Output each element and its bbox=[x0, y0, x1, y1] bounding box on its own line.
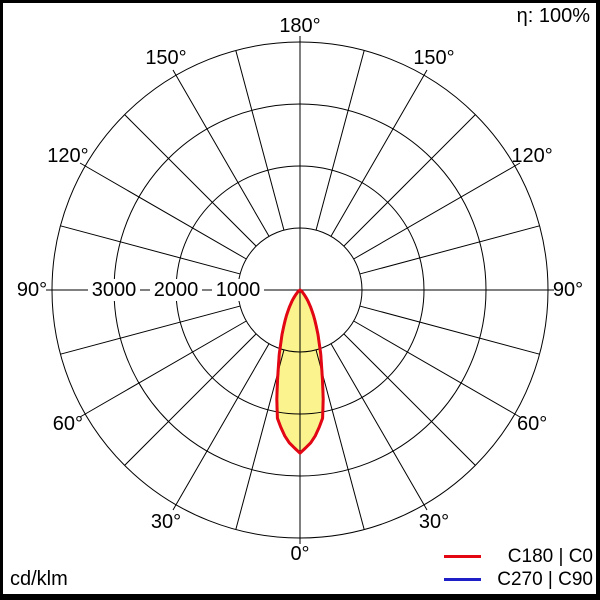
radial-line bbox=[343, 114, 476, 247]
angle-tick bbox=[423, 504, 428, 511]
radial-label: 1000 bbox=[216, 279, 261, 301]
radial-line bbox=[175, 74, 270, 237]
angle-tick bbox=[79, 413, 86, 418]
angle-label: 60° bbox=[517, 413, 547, 435]
angle-label: 120° bbox=[511, 145, 552, 167]
angle-label: 90° bbox=[553, 279, 583, 301]
radial-label: 2000 bbox=[154, 279, 199, 301]
legend-line-c0 bbox=[444, 555, 481, 558]
angle-tick bbox=[172, 69, 177, 76]
radial-line bbox=[330, 74, 425, 237]
radial-line bbox=[175, 343, 270, 506]
radial-label-bg bbox=[212, 279, 264, 301]
radial-line bbox=[330, 343, 425, 506]
radial-label: 3000 bbox=[92, 279, 137, 301]
radial-line bbox=[315, 349, 365, 530]
legend-item-c90: C270 | C90 bbox=[444, 568, 593, 591]
angle-label: 150° bbox=[145, 47, 186, 69]
radial-line bbox=[60, 305, 241, 355]
legend: C180 | C0 C270 | C90 bbox=[444, 545, 593, 591]
angle-tick bbox=[172, 504, 177, 511]
angle-label: 180° bbox=[279, 15, 320, 37]
c0-curve bbox=[275, 288, 325, 455]
unit-label: cd/klm bbox=[10, 568, 68, 590]
legend-line-c90 bbox=[444, 578, 481, 581]
radial-line bbox=[235, 50, 285, 231]
radial-line bbox=[124, 333, 257, 466]
angle-label: 0° bbox=[290, 543, 309, 565]
radial-line bbox=[84, 320, 247, 415]
radial-line bbox=[353, 320, 516, 415]
angle-tick bbox=[79, 162, 86, 167]
angle-label: 90° bbox=[17, 279, 47, 301]
efficiency-label: η: 100% bbox=[516, 5, 590, 27]
radial-line bbox=[359, 225, 540, 275]
radial-line bbox=[359, 305, 540, 355]
radial-line bbox=[353, 165, 516, 260]
radial-line bbox=[235, 349, 285, 530]
radial-line bbox=[343, 333, 476, 466]
radial-label-bg bbox=[88, 279, 140, 301]
legend-label-c90: C270 | C90 bbox=[497, 568, 593, 590]
radial-label-bg bbox=[150, 279, 202, 301]
angle-label: 120° bbox=[47, 145, 88, 167]
radial-line bbox=[60, 225, 241, 275]
angle-label: 30° bbox=[419, 511, 449, 533]
legend-label-c0: C180 | C0 bbox=[507, 545, 593, 567]
radial-line bbox=[84, 165, 247, 260]
radial-line bbox=[315, 50, 365, 231]
legend-item-c0: C180 | C0 bbox=[444, 545, 593, 568]
angle-label: 150° bbox=[413, 47, 454, 69]
angle-label: 30° bbox=[151, 511, 181, 533]
angle-label: 60° bbox=[53, 413, 83, 435]
angle-tick bbox=[514, 413, 521, 418]
radial-line bbox=[124, 114, 257, 247]
angle-tick bbox=[514, 162, 521, 167]
angle-tick bbox=[423, 69, 428, 76]
